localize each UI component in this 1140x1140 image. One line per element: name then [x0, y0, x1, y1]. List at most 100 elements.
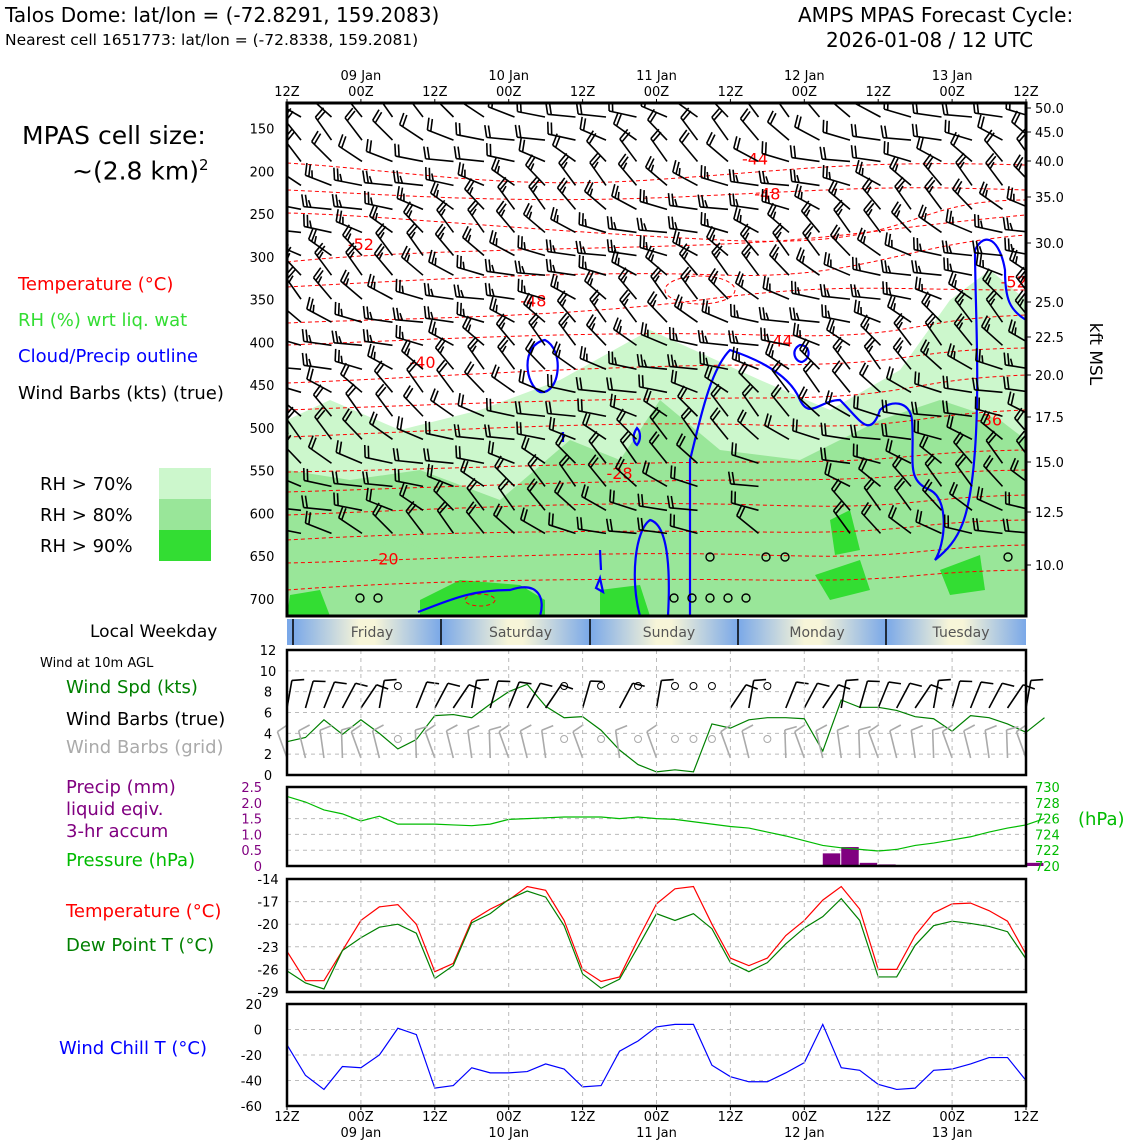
windchill-tick-label: -40	[241, 1075, 262, 1090]
wind-barb	[589, 298, 607, 323]
wind-barb	[799, 348, 821, 370]
wind-barb-flag	[975, 252, 979, 266]
wind-barb-flag	[734, 443, 737, 456]
wind-barb-flag	[517, 235, 520, 248]
wind-barb	[552, 352, 576, 370]
wind-barb	[366, 499, 393, 512]
wind-barb-flag	[773, 85, 781, 94]
wind-barb	[887, 305, 912, 323]
wind-barb-flag	[549, 259, 553, 272]
wind-barb-flag	[649, 111, 658, 123]
precip-label-3: 3-hr accum	[66, 821, 169, 842]
wind-barb-flag	[271, 495, 273, 507]
wind-barb-flag	[850, 123, 854, 137]
wind-barb-flag	[399, 187, 404, 200]
wind-barb	[791, 292, 820, 300]
wind-barb-flag	[823, 251, 827, 265]
wind-barb-flag	[959, 161, 965, 169]
wind-barb	[303, 340, 332, 347]
grid-wind-barb	[297, 730, 307, 759]
wind-barb-flag	[493, 366, 500, 379]
wind-barb-flag	[944, 119, 947, 133]
wind-barb-flag	[492, 503, 501, 516]
wind-barb-flag	[434, 257, 437, 266]
wind-barb-flag	[1017, 292, 1026, 304]
wind-barb-flag	[828, 319, 835, 333]
wind-barb	[650, 275, 668, 300]
wind-barb-flag	[741, 242, 751, 254]
surface-wind-barb	[988, 682, 1003, 709]
kft-axis-label: kft MSL	[1085, 323, 1105, 386]
wind-barb	[495, 210, 516, 233]
wind-barb	[669, 338, 698, 347]
wind-barb-flag	[762, 275, 766, 289]
wind-barb-flag	[401, 331, 404, 340]
grid-wind-barb-flag	[858, 725, 871, 731]
temperature-label: -48	[754, 185, 780, 204]
wind-barb-flag	[373, 281, 376, 290]
wind-barb	[701, 310, 729, 323]
wind-barb-flag	[1009, 222, 1014, 231]
wind-barb-flag	[702, 352, 705, 365]
wind-barb-flag	[739, 223, 749, 235]
wind-barb	[674, 305, 698, 323]
wind-barb-flag	[401, 285, 404, 294]
wind-barb-flag	[467, 199, 477, 211]
temperature-tick-label: -20	[257, 918, 278, 933]
time-tick-label: 12Z	[274, 1110, 300, 1125]
wind-barb-flag	[806, 231, 812, 240]
wind-barb	[914, 382, 942, 394]
wind-barb	[772, 232, 790, 256]
wind-barb-flag	[891, 158, 899, 170]
wind-barb-flag	[860, 459, 868, 472]
wind-barb	[1005, 503, 1026, 510]
wind-barb-flag	[853, 299, 857, 313]
wind-barb-flag	[948, 245, 953, 254]
wind-barb	[700, 176, 729, 187]
wind-barb-flag	[365, 471, 370, 485]
wind-barb-flag	[898, 185, 904, 193]
wind-barb-flag	[772, 211, 777, 220]
wind-barb-flag	[731, 330, 736, 344]
wind-barb-flag	[429, 388, 436, 401]
wind-barb-flag	[772, 222, 782, 234]
temperature-tick-label: -29	[257, 986, 278, 1001]
wind-barb	[913, 135, 942, 141]
wind-barb	[761, 318, 790, 323]
wind-barb	[822, 434, 851, 441]
wind-barb-flag	[862, 317, 871, 329]
wind-barb-flag	[914, 260, 919, 273]
wind-barb-flag	[860, 501, 870, 514]
time-tick-label: 00Z	[792, 85, 818, 100]
wind-barb-flag	[372, 502, 380, 514]
wind-barb	[704, 376, 729, 393]
wind-barb-flag	[919, 339, 928, 351]
wind-barb-flag	[340, 308, 343, 317]
wind-barb-flag	[621, 131, 631, 143]
wind-barb	[883, 108, 912, 118]
wind-barb-flag	[490, 157, 497, 170]
wind-barb	[491, 168, 515, 187]
grid-wind-barb	[519, 730, 528, 759]
wind-barb	[334, 313, 363, 323]
wind-barb-flag	[522, 202, 530, 215]
rh-region	[940, 555, 985, 595]
wind-barb-flag	[439, 232, 445, 241]
wind-barb	[1014, 299, 1026, 315]
wind-barb-flag	[618, 411, 627, 423]
temperature-tick-label: -14	[257, 873, 278, 888]
grid-wind-barb-flag	[572, 724, 584, 733]
wind-barb-flag	[557, 435, 566, 447]
wind-barb-flag	[457, 146, 461, 160]
wind-barb	[425, 317, 454, 323]
wind-barb-flag	[650, 266, 660, 277]
wind-barb-flag	[558, 453, 569, 464]
wind-barb-flag	[678, 129, 688, 141]
wind-barb-flag	[797, 185, 802, 198]
wind-barb-flag	[276, 192, 277, 204]
precip-bar	[822, 853, 841, 866]
wind-barb-flag	[926, 315, 937, 326]
wind-barb-flag	[491, 442, 495, 455]
wind-barb-flag	[304, 162, 308, 176]
wind-barb-flag	[986, 324, 991, 332]
